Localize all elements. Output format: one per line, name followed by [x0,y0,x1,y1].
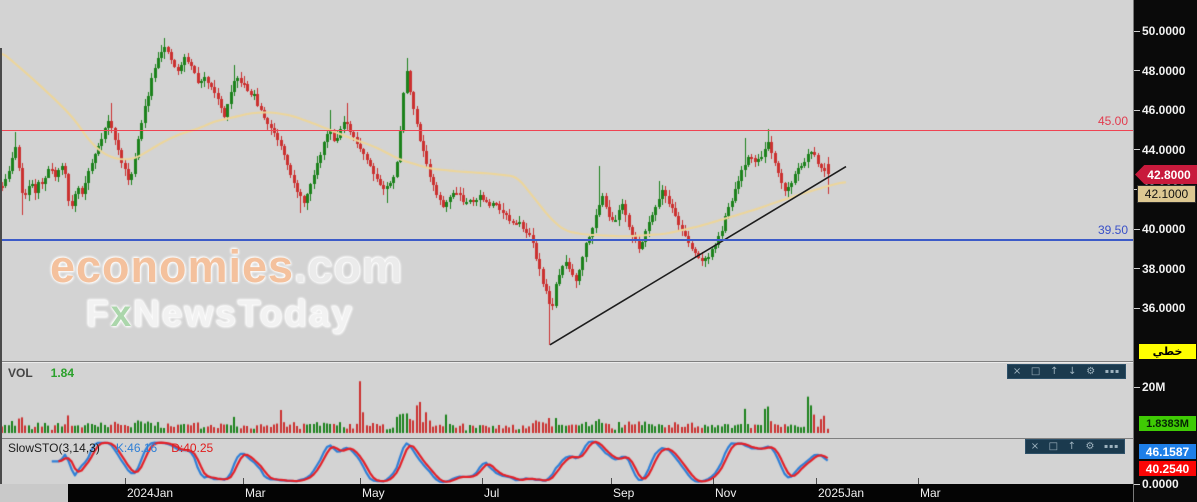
maximize-icon[interactable]: □ [1030,365,1041,377]
chart-left-border [0,48,2,484]
watermark-brand: economies.com [50,241,404,292]
close-icon[interactable]: × [1030,440,1040,452]
resistance-line-45[interactable] [0,130,1133,131]
month-label: Sep [613,486,635,500]
price-axis-tick: 46.0000 [1134,103,1185,117]
volume-indicator-label: VOL [8,366,33,380]
month-tick [243,478,244,484]
maximize-icon[interactable]: □ [1048,440,1059,452]
stochastic-canvas[interactable] [0,439,1133,484]
price-axis-panel[interactable]: 50.000048.000046.000044.000042.000040.00… [1133,0,1197,502]
month-label: Mar [245,486,266,500]
candlestick-canvas[interactable] [0,0,1133,362]
month-label: 2025Jan [818,486,865,500]
price-axis-tick: 38.0000 [1134,262,1185,276]
month-tick [816,478,817,484]
volume-pane[interactable]: VOL 1.84 × □ ↑ ↓ ⚙ ▪▪▪ [0,363,1133,438]
volume-axis-tick: 20M [1134,380,1165,394]
settings-icon[interactable]: ⚙ [1085,440,1095,452]
settings-icon[interactable]: ⚙ [1086,365,1096,377]
month-tick [482,478,483,484]
pane-divider[interactable] [0,361,1133,362]
stochastic-d-value: D:40.25 [171,441,214,455]
volume-value-tag: 1.8383M [1139,416,1196,431]
stochastic-pane[interactable]: SlowSTO(3,14,3) K:46.16 D:40.25 × □ ↑ ⚙ ▪▪▪ [0,439,1133,484]
month-label: Jul [484,486,500,500]
price-axis-tick: 36.0000 [1134,301,1185,315]
price-axis-tick: 48.0000 [1134,64,1185,78]
volume-pane-toolbar: × □ ↑ ↓ ⚙ ▪▪▪ [1007,364,1126,379]
time-axis[interactable] [68,484,1197,502]
price-axis-tick: 40.0000 [1134,222,1185,236]
trendline[interactable] [549,165,847,346]
month-tick [713,478,714,484]
more-icon[interactable]: ▪▪▪ [1104,367,1121,375]
close-icon[interactable]: × [1012,365,1022,377]
month-tick [918,478,919,484]
stochastic-pane-toolbar: × □ ↑ ⚙ ▪▪▪ [1025,439,1125,454]
support-line-label: 39.50 [1097,223,1128,237]
level-price-tag: 42.1000 [1137,185,1196,203]
stochastic-zero-tick: 0.0000 [1134,477,1179,491]
month-label: Nov [715,486,737,500]
price-axis-tick: 44.0000 [1134,143,1185,157]
pane-divider-highlight [0,362,1133,363]
pane-divider[interactable] [0,438,1133,439]
last-price-tag: 42.8000 [1135,165,1197,184]
move-up-icon[interactable]: ↑ [1050,365,1059,377]
watermark: economies.com FxNewsToday [50,244,403,332]
month-label: 2024Jan [127,486,174,500]
volume-indicator-value: 1.84 [50,366,75,380]
month-tick [611,478,612,484]
watermark-tagline: FxNewsToday [86,293,355,334]
resistance-line-label: 45.00 [1097,114,1128,128]
support-line-3950[interactable] [0,239,1133,241]
more-icon[interactable]: ▪▪▪ [1104,442,1120,450]
stochastic-d-tag: 40.2540 [1139,461,1196,476]
stochastic-k-value: K:46.16 [115,441,158,455]
trendline-layer [549,165,847,346]
month-tick [125,478,126,484]
month-label: May [362,486,385,500]
price-axis-tick: 50.0000 [1134,24,1185,38]
month-tick [360,478,361,484]
move-down-icon[interactable]: ↓ [1068,365,1077,377]
stochastic-k-tag: 46.1587 [1139,444,1196,459]
stochastic-indicator-label: SlowSTO(3,14,3) [8,441,100,455]
move-up-icon[interactable]: ↑ [1067,440,1077,452]
scale-type-button[interactable]: خطي [1139,344,1196,359]
volume-canvas[interactable] [0,363,1133,438]
month-label: Mar [920,486,941,500]
price-pane[interactable]: economies.com FxNewsToday 45.00 39.50 [0,0,1133,362]
